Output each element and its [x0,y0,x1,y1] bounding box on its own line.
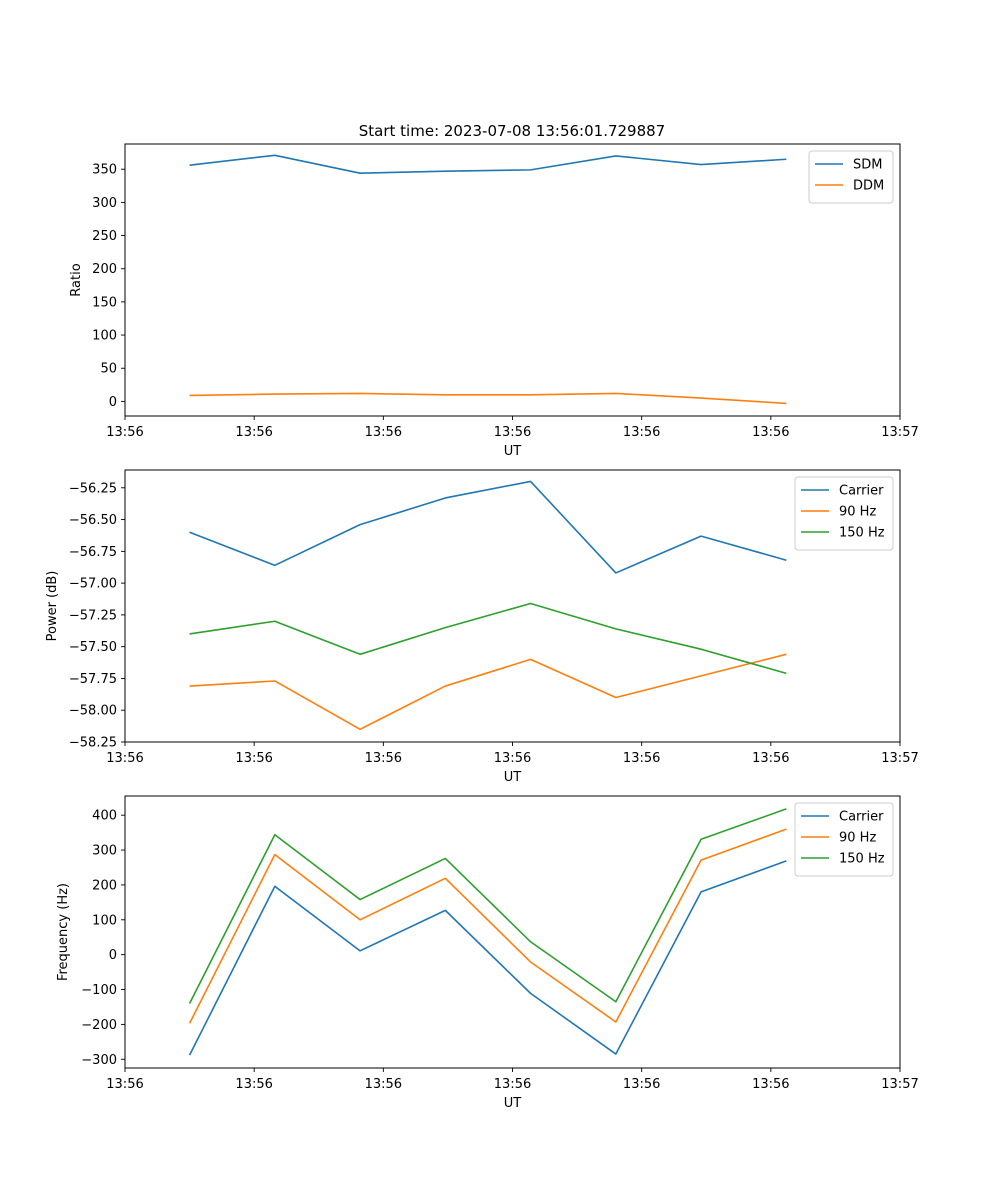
legend: Carrier 90 Hz 150 Hz [794,476,894,551]
x-tick-label: 13:56 [752,751,789,766]
legend: Carrier 90 Hz 150 Hz [794,802,894,877]
y-tick-label: −300 [81,1053,117,1068]
x-tick-label: 13:56 [752,425,789,440]
subplot-1: 13:56 13:56 13:56 13:56 13:56 13:56 13:57 0 50 10… [69,143,919,459]
x-tick-label: 13:57 [881,1077,918,1092]
y-tick-label: −100 [81,983,117,998]
x-tick-label: 13:56 [494,425,531,440]
y-axis-label: Ratio [69,263,84,296]
series-line-90-hz [188,828,787,1024]
x-tick-label: 13:56 [623,751,660,766]
series-line-150-hz [189,602,787,675]
y-tick-label: 150 [92,295,117,310]
y-tick-label: 300 [92,196,117,211]
x-tick-label: 13:56 [623,425,660,440]
figure-title: Start time: 2023-07-08 13:56:01.729887 [359,122,665,140]
legend-label: 90 Hz [839,831,876,846]
y-tick-label: 0 [109,395,117,410]
x-tick-label: 13:56 [623,1077,660,1092]
x-tick-label: 13:56 [235,1077,272,1092]
x-tick-label: 13:56 [365,425,402,440]
plots-container: 13:56 13:56 13:56 13:56 13:56 13:56 13:57 0 50 10… [45,143,919,1111]
y-tick-label: −58.00 [69,704,117,719]
x-tick-label: 13:56 [365,751,402,766]
y-tick-label: −58.25 [69,736,117,751]
series-line-150-hz [188,808,787,1004]
y-tick-label: −57.25 [69,608,117,623]
y-tick-label: −57.75 [69,672,117,687]
y-tick-label: −56.75 [69,545,117,560]
x-tick-label: 13:56 [106,1077,143,1092]
x-tick-label: 13:56 [106,425,143,440]
y-tick-label: 0 [109,948,117,963]
y-axis-label: Frequency (Hz) [56,883,71,981]
y-tick-label: 250 [92,229,117,244]
legend-label: Carrier [839,484,884,499]
x-tick-label: 13:56 [365,1077,402,1092]
legend-label: 150 Hz [839,526,885,541]
x-axis-label: UT [504,444,522,459]
series-line-ddm [189,392,787,405]
legend-label: Carrier [839,810,884,825]
legend-label: 150 Hz [839,852,885,867]
subplot-2: 13:56 13:56 13:56 13:56 13:56 13:56 13:57 −58.2… [45,469,919,785]
series-line-carrier [189,480,787,574]
x-axis-label: UT [504,770,522,785]
y-tick-label: −56.25 [69,481,117,496]
legend-label: SDM [853,158,882,173]
subplot-3: 13:56 13:56 13:56 13:56 13:56 13:56 13:57 −300 −… [56,795,919,1111]
legend-label: DDM [853,179,884,194]
series-line-90-hz [189,653,787,731]
x-tick-label: 13:56 [494,1077,531,1092]
y-tick-label: 100 [92,913,117,928]
legend-label: 90 Hz [839,505,876,520]
x-tick-label: 13:56 [235,425,272,440]
x-tick-label: 13:57 [881,751,918,766]
x-tick-label: 13:57 [881,425,918,440]
y-axis-label: Power (dB) [45,571,60,642]
y-tick-label: 50 [100,362,117,377]
y-tick-label: −200 [81,1018,117,1033]
y-tick-label: 350 [92,163,117,178]
x-tick-label: 13:56 [106,751,143,766]
y-tick-label: −57.00 [69,577,117,592]
legend: SDM DDM [808,150,894,204]
y-tick-label: 100 [92,329,117,344]
y-tick-label: 200 [92,878,117,893]
x-tick-label: 13:56 [235,751,272,766]
y-tick-label: 400 [92,809,117,824]
y-tick-label: 200 [92,262,117,277]
series-line-carrier [188,860,787,1056]
x-tick-label: 13:56 [494,751,531,766]
x-tick-label: 13:56 [752,1077,789,1092]
x-axis-label: UT [504,1096,522,1111]
series-line-sdm [189,154,787,174]
y-tick-label: −56.50 [69,513,117,528]
y-tick-label: −57.50 [69,640,117,655]
y-tick-label: 300 [92,844,117,859]
